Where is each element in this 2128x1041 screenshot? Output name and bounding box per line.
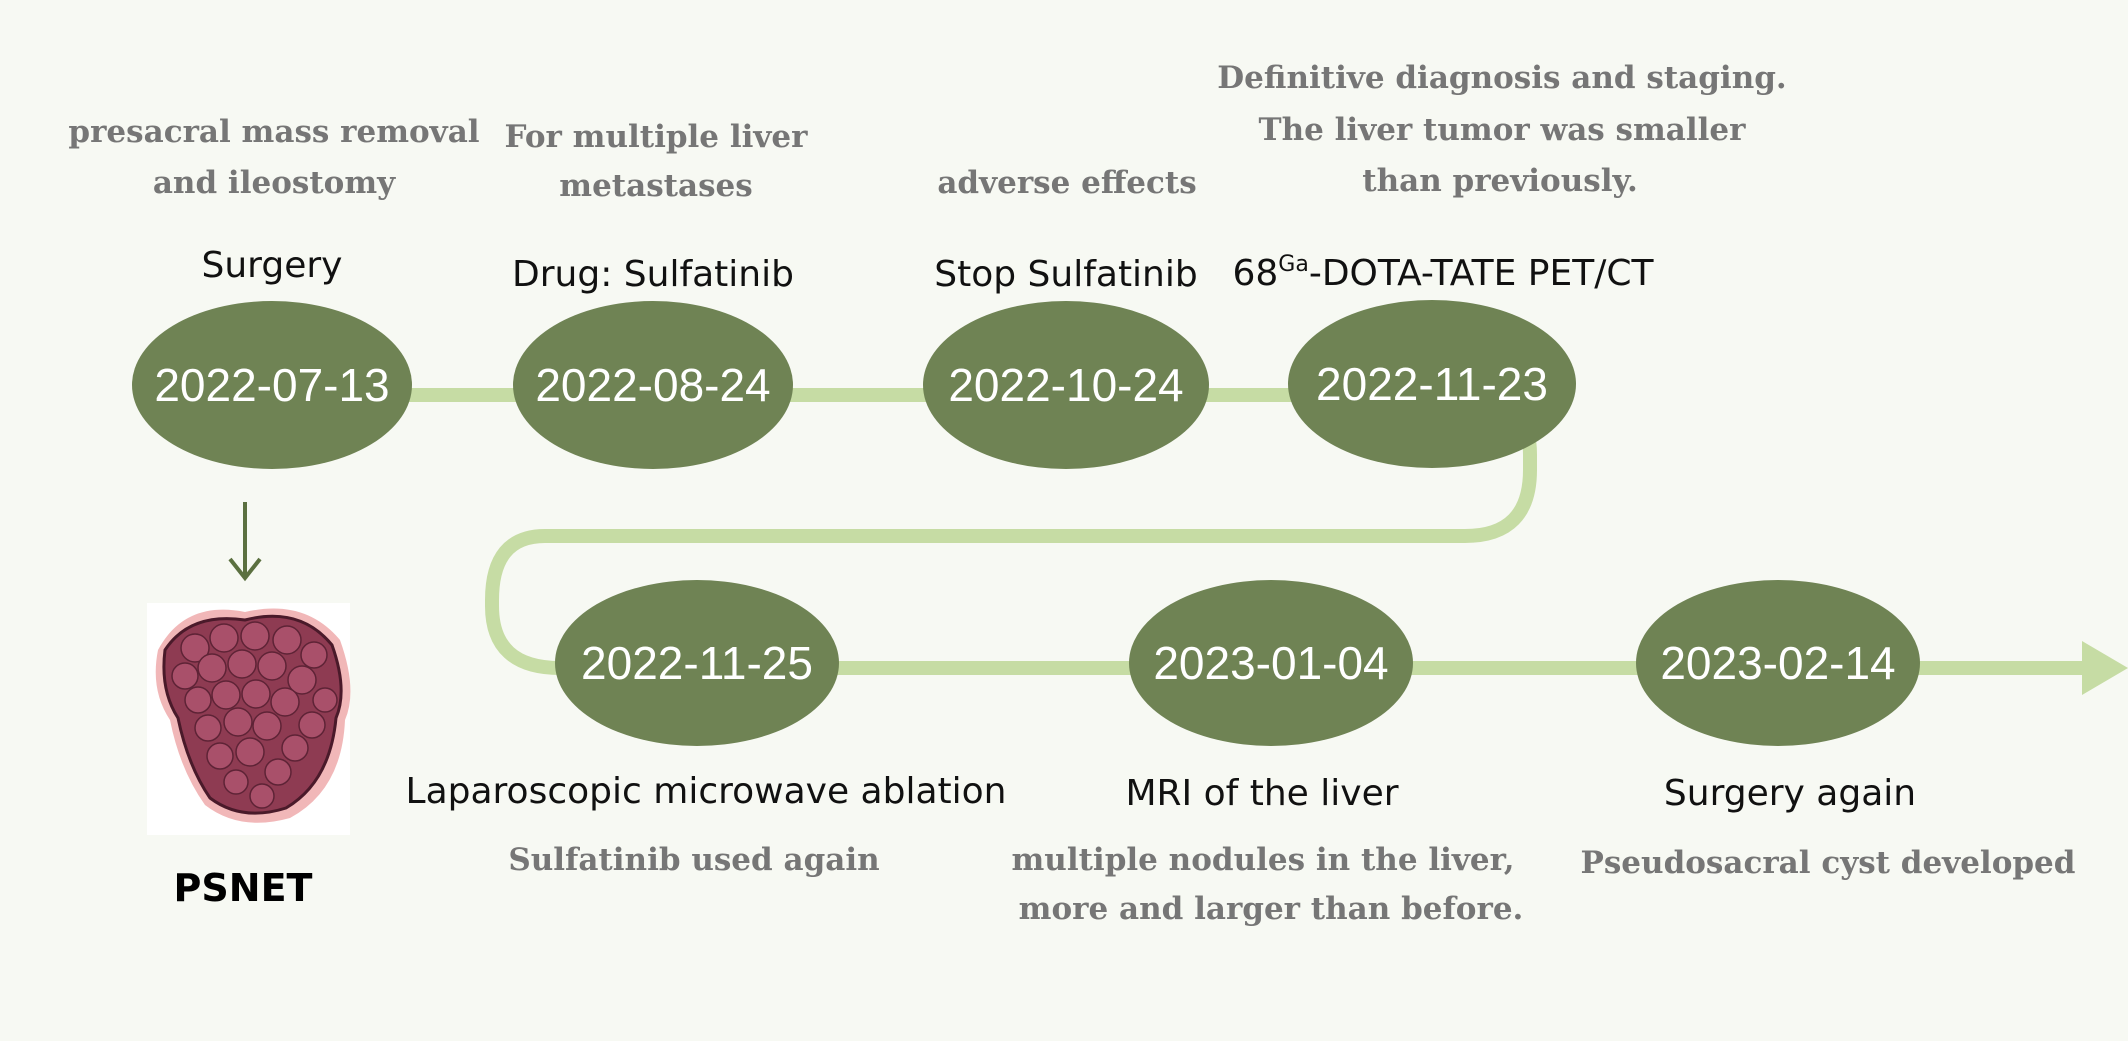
date-label: 2023-01-04 [1153, 637, 1388, 689]
event-label-6: MRI of the liver [1125, 773, 1398, 814]
date-label: 2022-10-24 [948, 359, 1183, 411]
svg-text:presacral mass removal: presacral mass removal [68, 114, 479, 150]
date-node-4: 2022-11-23 [1288, 300, 1576, 468]
event-label-7: Surgery again [1664, 773, 1916, 814]
date-node-2: 2022-08-24 [513, 301, 793, 469]
svg-text:Sulfatinib used again: Sulfatinib used again [508, 842, 879, 878]
date-node-5: 2022-11-25 [555, 580, 839, 746]
event-label-1: Surgery [202, 245, 343, 286]
svg-text:metastases: metastases [559, 168, 752, 204]
date-node-1: 2022-07-13 [132, 301, 412, 469]
svg-text:and ileostomy: and ileostomy [153, 165, 396, 201]
event-note-1: presacral mass removal and ileostomy [68, 114, 479, 201]
figure-caption: PSNET [174, 866, 313, 910]
event-label-4: 68Ga-DOTA-TATE PET/CT [1232, 252, 1654, 294]
down-arrow-icon [228, 502, 262, 582]
svg-text:The liver tumor was smaller: The liver tumor was smaller [1259, 112, 1747, 148]
event-label-2: Drug: Sulfatinib [512, 254, 794, 295]
event-label-prefix: 68 [1232, 253, 1278, 294]
date-node-6: 2023-01-04 [1129, 580, 1413, 746]
event-note-4: Definitive diagnosis and staging. The li… [1217, 60, 1786, 199]
svg-text:Definitive diagnosis and stagi: Definitive diagnosis and staging. [1217, 60, 1786, 96]
svg-text:multiple nodules in the liver: multiple nodules in the liver, [1012, 842, 1515, 878]
date-label: 2022-11-23 [1316, 358, 1548, 410]
svg-text:adverse effects: adverse effects [937, 165, 1196, 201]
date-node-7: 2023-02-14 [1636, 580, 1920, 746]
event-label-superscript: Ga [1278, 252, 1309, 277]
date-label: 2023-02-14 [1660, 637, 1895, 689]
date-label: 2022-07-13 [154, 359, 389, 411]
event-note-7: Pseudosacral cyst developed [1581, 845, 2076, 881]
svg-text:more and larger than before.: more and larger than before. [1019, 891, 1524, 927]
date-label: 2022-11-25 [581, 637, 813, 689]
date-label: 2022-08-24 [535, 359, 770, 411]
timeline-arrowhead [2082, 641, 2128, 695]
event-note-6: multiple nodules in the liver, more and … [1012, 842, 1524, 927]
event-label-5: Laparoscopic microwave ablation [406, 771, 1007, 812]
event-note-5: Sulfatinib used again [508, 842, 879, 878]
tumor-illustration-icon [147, 603, 351, 835]
event-note-2: For multiple liver metastases [505, 119, 809, 204]
event-label-3: Stop Sulfatinib [934, 254, 1197, 295]
svg-text:Pseudosacral cyst developed: Pseudosacral cyst developed [1581, 845, 2076, 881]
date-node-3: 2022-10-24 [923, 301, 1209, 469]
event-label-suffix: -DOTA-TATE PET/CT [1309, 253, 1655, 294]
svg-text:For multiple liver: For multiple liver [505, 119, 809, 155]
svg-text:than previously.: than previously. [1362, 163, 1638, 199]
event-note-3: adverse effects [937, 165, 1196, 201]
